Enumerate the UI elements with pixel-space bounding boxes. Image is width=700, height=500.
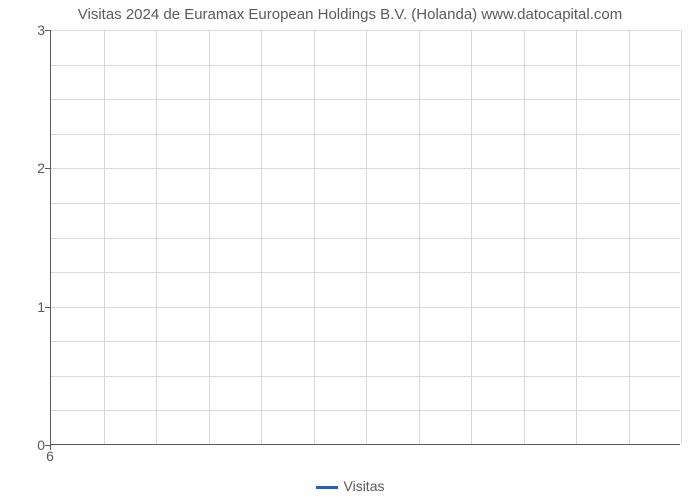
gridline-vertical (681, 30, 682, 444)
gridline-vertical (471, 30, 472, 444)
gridline-vertical (314, 30, 315, 444)
gridline-vertical (524, 30, 525, 444)
gridline-vertical (419, 30, 420, 444)
y-axis-tick-label: 1 (5, 299, 45, 315)
legend-line-icon (316, 486, 338, 489)
gridline-vertical (261, 30, 262, 444)
gridline-vertical (209, 30, 210, 444)
y-axis-tick-label: 3 (5, 22, 45, 38)
gridline-vertical (366, 30, 367, 444)
y-axis-tick-mark (45, 168, 50, 169)
legend-label: Visitas (344, 478, 385, 494)
plot-area (50, 30, 680, 445)
x-axis-tick-mark (50, 445, 51, 450)
gridline-vertical (576, 30, 577, 444)
gridline-vertical (629, 30, 630, 444)
y-axis-tick-label: 2 (5, 160, 45, 176)
x-axis-tick-label: 6 (46, 448, 54, 464)
legend: Visitas (0, 478, 700, 494)
chart-container: Visitas 2024 de Euramax European Holding… (0, 0, 700, 500)
chart-title: Visitas 2024 de Euramax European Holding… (0, 6, 700, 23)
y-axis-tick-label: 0 (5, 437, 45, 453)
gridline-vertical (104, 30, 105, 444)
y-axis-tick-mark (45, 30, 50, 31)
gridline-vertical (156, 30, 157, 444)
y-axis-tick-mark (45, 307, 50, 308)
